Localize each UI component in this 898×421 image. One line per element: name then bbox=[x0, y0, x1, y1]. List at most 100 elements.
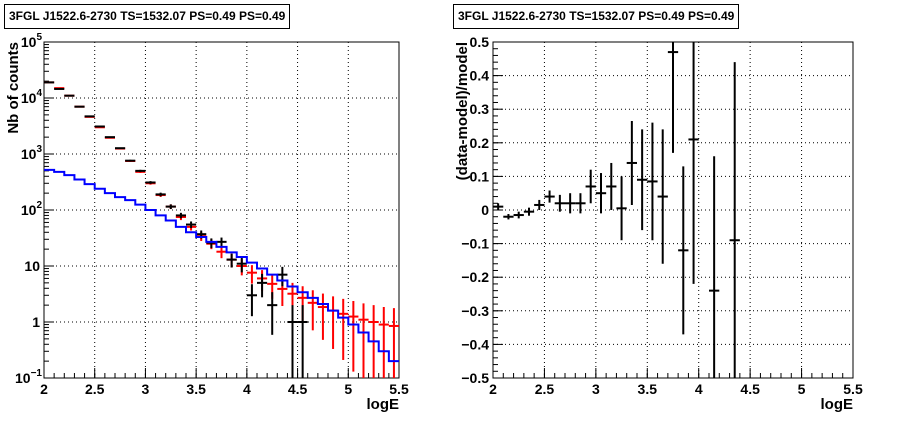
x-tick-label: 3.5 bbox=[186, 381, 206, 397]
x-tick-label: 4.5 bbox=[288, 381, 308, 397]
residuals-chart: 2 2.5 3 3.5 4 4.5 5 5.5 −0.5 −0.4 −0.3 −0.2 −0.1 0 0.1… bbox=[454, 34, 863, 413]
y-tick-label: −0.3 bbox=[461, 303, 489, 319]
y-tick-label: 10−1 bbox=[15, 368, 42, 386]
x-tick-label: 4.5 bbox=[740, 381, 760, 397]
y-tick-label: 0.4 bbox=[470, 68, 490, 84]
x-tick-label: 5.5 bbox=[389, 381, 409, 397]
data-point bbox=[626, 120, 637, 205]
x-tick-label: 3 bbox=[592, 381, 600, 397]
data-point bbox=[277, 266, 288, 287]
x-tick-label: 2 bbox=[489, 381, 497, 397]
y-tick-label: 102 bbox=[21, 200, 43, 218]
x-axis-label: logE bbox=[821, 396, 854, 413]
x-tick-label: 2 bbox=[40, 381, 48, 397]
data-point bbox=[155, 192, 166, 197]
y-tick-label: −0.5 bbox=[461, 370, 489, 386]
data-point bbox=[216, 246, 227, 259]
x-tick-label: 3.5 bbox=[638, 381, 658, 397]
data-point bbox=[216, 237, 227, 248]
y-axis-label: Nb of counts bbox=[5, 42, 22, 134]
x-tick-label: 5.5 bbox=[843, 381, 863, 397]
data-point bbox=[523, 207, 535, 216]
data-point bbox=[165, 204, 176, 210]
data-point bbox=[657, 129, 668, 264]
data-point bbox=[135, 169, 146, 172]
y-tick-label: 103 bbox=[21, 144, 43, 162]
data-point bbox=[287, 305, 298, 378]
data-point bbox=[84, 115, 95, 118]
x-tick-label: 2.5 bbox=[535, 381, 555, 397]
data-point bbox=[378, 307, 389, 378]
right-chart-title: 3FGL J1522.6-2730 TS=1532.07 PS=0.49 PS=… bbox=[453, 4, 740, 29]
data-point bbox=[709, 156, 720, 378]
data-point bbox=[317, 293, 328, 340]
data-point bbox=[348, 301, 359, 372]
data-point bbox=[115, 147, 126, 150]
data-point bbox=[246, 284, 257, 317]
data-point bbox=[616, 176, 627, 241]
left-chart-title: 3FGL J1522.6-2730 TS=1532.07 PS=0.49 PS=… bbox=[4, 4, 291, 29]
data-point bbox=[606, 162, 617, 210]
data-point bbox=[554, 194, 565, 212]
y-tick-label: 0.2 bbox=[470, 135, 490, 151]
data-point bbox=[175, 212, 186, 219]
series-2 bbox=[44, 168, 399, 363]
data-point bbox=[104, 136, 115, 139]
x-axis-label: logE bbox=[367, 396, 400, 413]
y-tick-label: 0.3 bbox=[470, 101, 490, 117]
data-point bbox=[647, 122, 658, 241]
data-point bbox=[595, 173, 607, 214]
data-point bbox=[74, 105, 85, 108]
series-1 bbox=[44, 81, 308, 378]
counts-chart: 2 2.5 3 3.5 4 4.5 5 5.5 10−1 1 10 102 103 104 105 logE N… bbox=[5, 32, 409, 413]
y-tick-label: 0.1 bbox=[470, 168, 490, 184]
data-point bbox=[145, 181, 156, 184]
data-point bbox=[358, 303, 369, 378]
data-point bbox=[544, 190, 555, 203]
data-point bbox=[637, 129, 648, 231]
y-tick-label: 104 bbox=[21, 88, 43, 106]
data-point bbox=[257, 273, 268, 298]
x-tick-label: 3 bbox=[142, 381, 150, 397]
data-point bbox=[503, 214, 514, 220]
data-point bbox=[328, 296, 339, 349]
y-tick-label: 10 bbox=[24, 258, 40, 274]
y-tick-label: 0 bbox=[481, 202, 489, 218]
x-tick-label: 4 bbox=[695, 381, 703, 397]
data-point bbox=[338, 298, 349, 360]
right-chart-panel: 2 2.5 3 3.5 4 4.5 5 5.5 −0.5 −0.4 −0.3 −0.2 −0.1 0 0.1… bbox=[449, 0, 898, 421]
data-point bbox=[267, 292, 278, 335]
data-point bbox=[493, 203, 504, 210]
plot-frame bbox=[43, 41, 400, 379]
data-point bbox=[246, 265, 257, 284]
y-tick-label: 105 bbox=[21, 32, 43, 50]
model-step-line bbox=[44, 168, 399, 363]
data-point bbox=[729, 62, 740, 378]
data-point bbox=[575, 193, 586, 214]
data-point bbox=[534, 199, 545, 210]
y-tick-label: −0.2 bbox=[461, 269, 489, 285]
y-tick-label: 0.5 bbox=[470, 34, 490, 50]
y-tick-label: 1 bbox=[32, 314, 40, 330]
data-point bbox=[585, 169, 596, 204]
x-tick-label: 5 bbox=[798, 381, 806, 397]
data-point bbox=[186, 221, 197, 229]
x-tick-label: 4 bbox=[243, 381, 251, 397]
x-tick-label: 5 bbox=[344, 381, 352, 397]
data-point bbox=[307, 290, 318, 331]
data-point bbox=[513, 211, 524, 219]
y-axis-label: (data-model)/model bbox=[454, 42, 471, 180]
data-point bbox=[688, 42, 699, 284]
data-point bbox=[388, 308, 399, 378]
data-point bbox=[236, 257, 247, 273]
data-point bbox=[678, 166, 689, 335]
data-point bbox=[94, 125, 105, 128]
data-point bbox=[206, 238, 217, 249]
data-point bbox=[125, 159, 136, 162]
data-point bbox=[297, 305, 308, 378]
data-point bbox=[667, 42, 679, 153]
y-tick-label: −0.4 bbox=[461, 336, 489, 352]
y-tick-label: −0.1 bbox=[461, 236, 489, 252]
data-point bbox=[565, 193, 576, 214]
data-point bbox=[226, 253, 237, 268]
